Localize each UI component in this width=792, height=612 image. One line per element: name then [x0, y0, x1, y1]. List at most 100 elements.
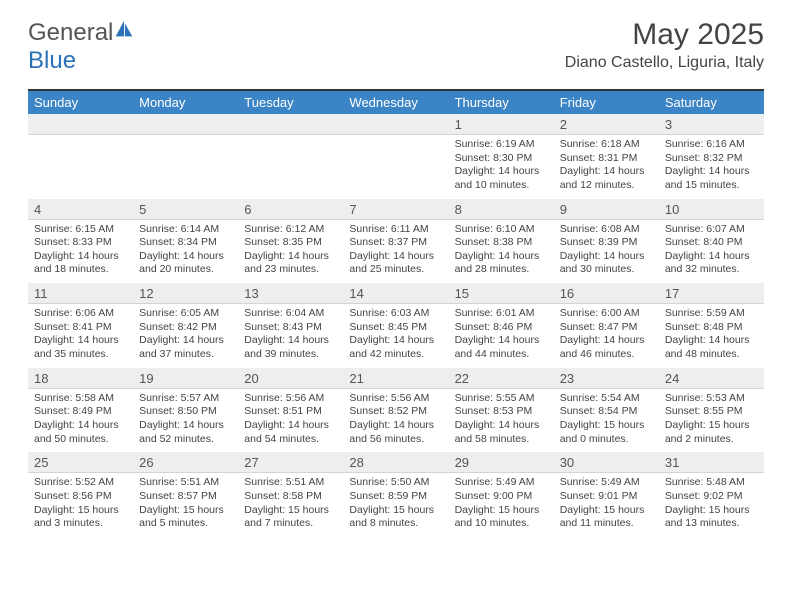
- dayname-thursday: Thursday: [449, 91, 554, 114]
- day-daylight1: Daylight: 14 hours: [455, 419, 548, 433]
- week-1-numrow: 45678910: [28, 199, 764, 220]
- day-cell: Sunrise: 5:56 AMSunset: 8:52 PMDaylight:…: [343, 389, 448, 453]
- day-sunset: Sunset: 8:54 PM: [560, 405, 653, 419]
- day-sunset: Sunset: 8:49 PM: [34, 405, 127, 419]
- day-sunset: Sunset: 8:37 PM: [349, 236, 442, 250]
- day-daylight1: Daylight: 15 hours: [665, 419, 758, 433]
- day-daylight2: and 56 minutes.: [349, 433, 442, 447]
- logo-text-1: General: [28, 19, 113, 46]
- day-sunset: Sunset: 8:34 PM: [139, 236, 232, 250]
- day-daylight2: and 10 minutes.: [455, 179, 548, 193]
- daynum: 23: [554, 368, 659, 388]
- day-sunset: Sunset: 8:51 PM: [244, 405, 337, 419]
- day-sunset: Sunset: 8:45 PM: [349, 321, 442, 335]
- day-sunrise: Sunrise: 5:51 AM: [139, 476, 232, 490]
- daynum: 17: [659, 283, 764, 303]
- day-daylight2: and 8 minutes.: [349, 517, 442, 531]
- month-title: May 2025: [565, 18, 764, 52]
- calendar: SundayMondayTuesdayWednesdayThursdayFrid…: [28, 89, 764, 537]
- day-cell: Sunrise: 5:53 AMSunset: 8:55 PMDaylight:…: [659, 389, 764, 453]
- day-sunrise: Sunrise: 6:14 AM: [139, 223, 232, 237]
- day-sunset: Sunset: 8:59 PM: [349, 490, 442, 504]
- dayname-wednesday: Wednesday: [343, 91, 448, 114]
- day-daylight1: Daylight: 14 hours: [665, 334, 758, 348]
- daynum: 28: [343, 452, 448, 472]
- day-sunrise: Sunrise: 6:06 AM: [34, 307, 127, 321]
- day-cell: Sunrise: 6:10 AMSunset: 8:38 PMDaylight:…: [449, 220, 554, 284]
- day-daylight2: and 23 minutes.: [244, 263, 337, 277]
- day-sunset: Sunset: 8:38 PM: [455, 236, 548, 250]
- day-sunset: Sunset: 8:46 PM: [455, 321, 548, 335]
- dayname-monday: Monday: [133, 91, 238, 114]
- day-daylight1: Daylight: 14 hours: [349, 334, 442, 348]
- daynum: 27: [238, 452, 343, 472]
- day-daylight1: Daylight: 14 hours: [34, 250, 127, 264]
- daynum: 5: [133, 199, 238, 219]
- day-sunset: Sunset: 8:41 PM: [34, 321, 127, 335]
- day-daylight1: Daylight: 14 hours: [139, 419, 232, 433]
- day-sunrise: Sunrise: 5:48 AM: [665, 476, 758, 490]
- day-daylight2: and 11 minutes.: [560, 517, 653, 531]
- daynum: 12: [133, 283, 238, 303]
- dayname-sunday: Sunday: [28, 91, 133, 114]
- day-daylight1: Daylight: 14 hours: [455, 250, 548, 264]
- daynum: 25: [28, 452, 133, 472]
- day-cell: Sunrise: 6:16 AMSunset: 8:32 PMDaylight:…: [659, 135, 764, 199]
- daynum: 6: [238, 199, 343, 219]
- day-daylight1: Daylight: 15 hours: [455, 504, 548, 518]
- day-cell: Sunrise: 5:48 AMSunset: 9:02 PMDaylight:…: [659, 473, 764, 537]
- week-4-datarow: Sunrise: 5:52 AMSunset: 8:56 PM Daylight:…: [28, 473, 764, 537]
- day-sunrise: Sunrise: 5:49 AM: [560, 476, 653, 490]
- day-cell: Sunrise: 6:07 AMSunset: 8:40 PMDaylight:…: [659, 220, 764, 284]
- week-1-datarow: Sunrise: 6:15 AMSunset: 8:33 PMDaylight:…: [28, 220, 764, 284]
- day-sunrise: Sunrise: 6:03 AM: [349, 307, 442, 321]
- day-sunrise: Sunrise: 5:57 AM: [139, 392, 232, 406]
- daynum: [343, 114, 448, 134]
- daynum: [133, 114, 238, 134]
- day-sunrise: Sunrise: 5:56 AM: [244, 392, 337, 406]
- day-sunrise: Sunrise: 5:55 AM: [455, 392, 548, 406]
- day-cell: Sunrise: 6:15 AMSunset: 8:33 PMDaylight:…: [28, 220, 133, 284]
- day-sunset: Sunset: 8:33 PM: [34, 236, 127, 250]
- day-cell: Sunrise: 6:01 AMSunset: 8:46 PMDaylight:…: [449, 304, 554, 368]
- day-cell: Sunrise: 5:54 AMSunset: 8:54 PMDaylight:…: [554, 389, 659, 453]
- dayname-friday: Friday: [554, 91, 659, 114]
- day-daylight2: and 54 minutes.: [244, 433, 337, 447]
- day-daylight1: Daylight: 14 hours: [244, 419, 337, 433]
- day-daylight2: and 58 minutes.: [455, 433, 548, 447]
- day-daylight2: and 12 minutes.: [560, 179, 653, 193]
- day-daylight1: Daylight: 14 hours: [560, 250, 653, 264]
- daynum: 15: [449, 283, 554, 303]
- day-daylight1: Daylight: 14 hours: [34, 419, 127, 433]
- daynum: 8: [449, 199, 554, 219]
- day-sunrise: Sunrise: 5:50 AM: [349, 476, 442, 490]
- day-sunset: Sunset: 8:53 PM: [455, 405, 548, 419]
- day-cell: [343, 135, 448, 199]
- day-daylight1: Daylight: 14 hours: [560, 334, 653, 348]
- day-sunset: Sunset: 8:56 PM: [34, 490, 127, 504]
- title-block: May 2025 Diano Castello, Liguria, Italy: [565, 18, 764, 72]
- daynum: 24: [659, 368, 764, 388]
- day-sunrise: Sunrise: 5:52 AM: [34, 476, 127, 490]
- day-sunset: Sunset: 9:02 PM: [665, 490, 758, 504]
- day-cell: Sunrise: 5:51 AMSunset: 8:58 PMDaylight:…: [238, 473, 343, 537]
- day-cell: Sunrise: 5:55 AMSunset: 8:53 PMDaylight:…: [449, 389, 554, 453]
- daynum: 31: [659, 452, 764, 472]
- day-daylight2: and 32 minutes.: [665, 263, 758, 277]
- day-sunrise: Sunrise: 6:01 AM: [455, 307, 548, 321]
- daynum: 22: [449, 368, 554, 388]
- day-cell: Sunrise: 6:06 AMSunset: 8:41 PMDaylight:…: [28, 304, 133, 368]
- day-sunrise: Sunrise: 6:12 AM: [244, 223, 337, 237]
- day-sunset: Sunset: 8:50 PM: [139, 405, 232, 419]
- logo-sail-icon: [113, 18, 135, 40]
- daynum: [28, 114, 133, 134]
- day-daylight2: and 18 minutes.: [34, 263, 127, 277]
- day-daylight2: and 0 minutes.: [560, 433, 653, 447]
- day-sunset: Sunset: 8:43 PM: [244, 321, 337, 335]
- dayname-saturday: Saturday: [659, 91, 764, 114]
- day-daylight1: Daylight: 14 hours: [455, 334, 548, 348]
- day-daylight2: and 10 minutes.: [455, 517, 548, 531]
- day-daylight1: Daylight: 15 hours: [560, 419, 653, 433]
- day-cell: Sunrise: 6:00 AMSunset: 8:47 PMDaylight:…: [554, 304, 659, 368]
- day-sunset: Sunset: 8:40 PM: [665, 236, 758, 250]
